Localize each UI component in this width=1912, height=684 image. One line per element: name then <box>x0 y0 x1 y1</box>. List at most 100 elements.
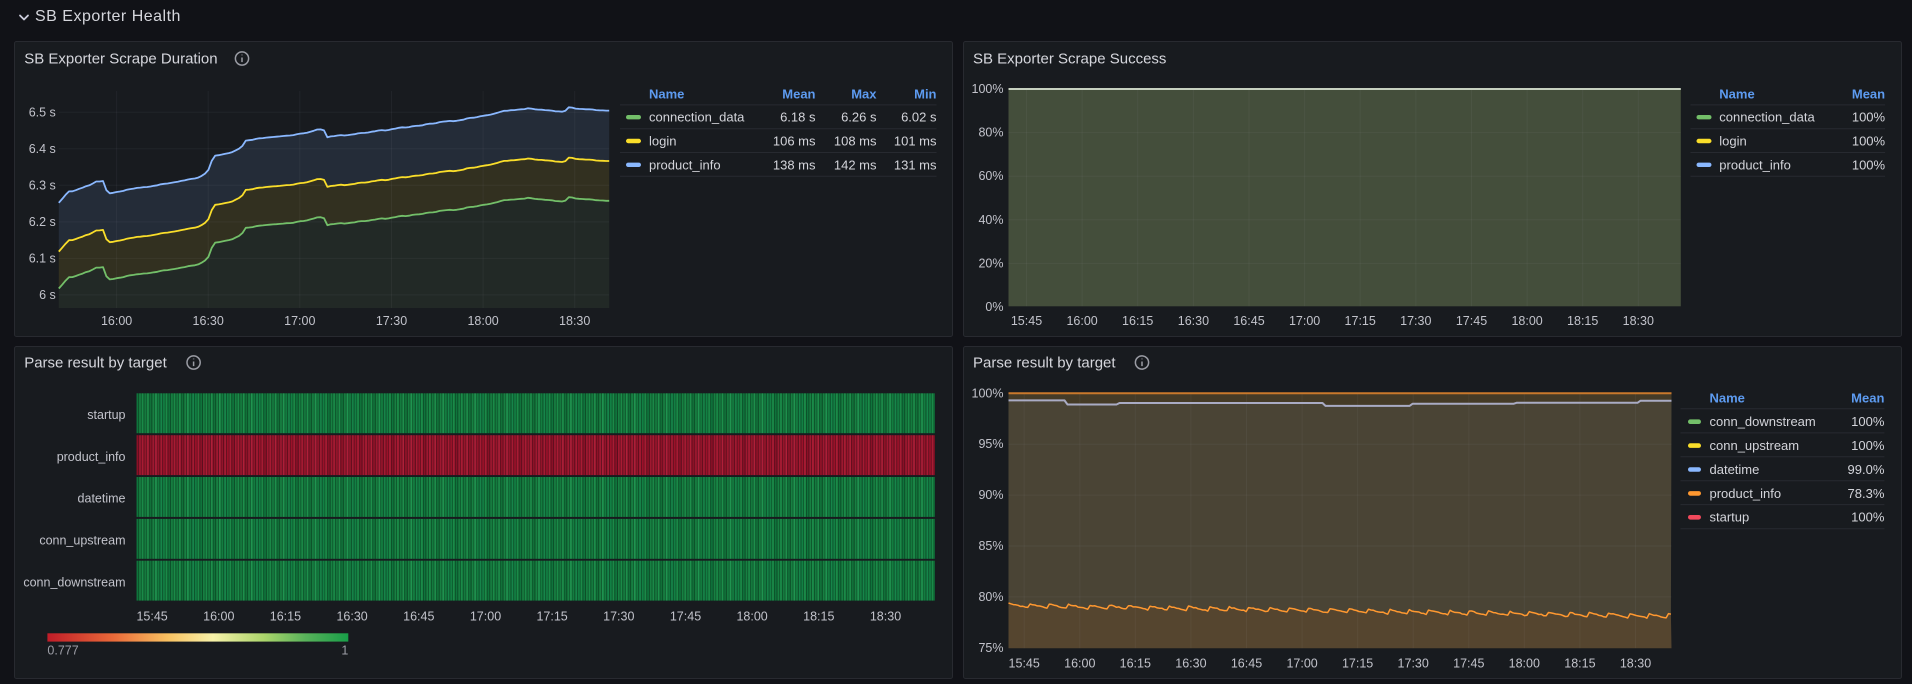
svg-text:15:45: 15:45 <box>136 610 167 624</box>
svg-text:17:15: 17:15 <box>1344 314 1375 328</box>
svg-text:6.2 s: 6.2 s <box>29 215 56 229</box>
svg-text:17:30: 17:30 <box>1397 657 1428 671</box>
svg-text:17:00: 17:00 <box>470 610 501 624</box>
svg-text:108 ms: 108 ms <box>834 134 877 149</box>
svg-text:18:00: 18:00 <box>1511 314 1542 328</box>
svg-text:99.0%: 99.0% <box>1847 462 1884 477</box>
svg-text:Min: Min <box>914 87 936 102</box>
svg-text:Mean: Mean <box>1851 390 1884 405</box>
svg-text:80%: 80% <box>978 126 1003 140</box>
svg-text:conn_upstream: conn_upstream <box>39 534 125 548</box>
svg-text:conn_downstream: conn_downstream <box>23 575 125 589</box>
svg-text:18:15: 18:15 <box>1567 314 1598 328</box>
svg-text:17:45: 17:45 <box>1453 657 1484 671</box>
svg-text:18:30: 18:30 <box>1619 657 1650 671</box>
svg-text:18:00: 18:00 <box>736 610 767 624</box>
svg-text:16:15: 16:15 <box>1119 657 1150 671</box>
svg-text:0.777: 0.777 <box>47 644 78 658</box>
svg-text:16:15: 16:15 <box>270 610 301 624</box>
svg-text:6.5 s: 6.5 s <box>29 105 56 119</box>
svg-text:20%: 20% <box>978 256 1003 270</box>
svg-text:17:45: 17:45 <box>670 610 701 624</box>
svg-text:78.3%: 78.3% <box>1847 486 1884 501</box>
svg-text:15:45: 15:45 <box>1008 657 1039 671</box>
svg-text:product_info: product_info <box>57 450 126 464</box>
svg-text:106 ms: 106 ms <box>773 134 816 149</box>
svg-text:100%: 100% <box>1851 438 1885 453</box>
svg-text:90%: 90% <box>978 488 1003 502</box>
svg-text:16:30: 16:30 <box>1177 314 1208 328</box>
svg-text:6.26 s: 6.26 s <box>841 110 877 125</box>
svg-text:login: login <box>1719 134 1746 149</box>
svg-text:conn_upstream: conn_upstream <box>1709 438 1799 453</box>
svg-text:16:30: 16:30 <box>193 314 224 328</box>
svg-text:18:15: 18:15 <box>1564 657 1595 671</box>
svg-text:131 ms: 131 ms <box>894 157 937 172</box>
svg-text:connection_data: connection_data <box>1719 110 1815 125</box>
svg-text:1: 1 <box>341 644 348 658</box>
svg-text:17:30: 17:30 <box>603 610 634 624</box>
svg-text:17:15: 17:15 <box>536 610 567 624</box>
svg-text:101 ms: 101 ms <box>894 134 937 149</box>
svg-text:95%: 95% <box>978 437 1003 451</box>
svg-text:17:00: 17:00 <box>1288 314 1319 328</box>
svg-text:16:00: 16:00 <box>203 610 234 624</box>
svg-text:40%: 40% <box>978 213 1003 227</box>
svg-text:product_info: product_info <box>649 157 721 172</box>
svg-text:6 s: 6 s <box>39 288 56 302</box>
svg-text:Parse result by target: Parse result by target <box>24 355 167 372</box>
svg-text:datetime: datetime <box>78 492 126 506</box>
svg-text:startup: startup <box>87 408 125 422</box>
svg-text:SB Exporter Scrape Duration: SB Exporter Scrape Duration <box>24 51 217 68</box>
svg-text:15:45: 15:45 <box>1010 314 1041 328</box>
svg-text:16:00: 16:00 <box>1066 314 1097 328</box>
svg-text:18:30: 18:30 <box>1622 314 1653 328</box>
svg-text:datetime: datetime <box>1709 462 1759 477</box>
svg-text:Max: Max <box>851 87 877 102</box>
svg-text:16:45: 16:45 <box>1230 657 1261 671</box>
svg-text:6.4 s: 6.4 s <box>29 142 56 156</box>
svg-text:product_info: product_info <box>1719 157 1791 172</box>
svg-text:Mean: Mean <box>1851 87 1884 102</box>
svg-text:login: login <box>649 134 676 149</box>
svg-text:17:45: 17:45 <box>1455 314 1486 328</box>
svg-text:16:00: 16:00 <box>1064 657 1095 671</box>
svg-text:18:00: 18:00 <box>1508 657 1539 671</box>
svg-text:80%: 80% <box>978 590 1003 604</box>
svg-text:75%: 75% <box>978 641 1003 655</box>
svg-text:16:15: 16:15 <box>1122 314 1153 328</box>
svg-text:16:45: 16:45 <box>1233 314 1264 328</box>
svg-text:connection_data: connection_data <box>649 110 745 125</box>
svg-text:18:30: 18:30 <box>559 314 590 328</box>
svg-text:18:15: 18:15 <box>803 610 834 624</box>
svg-text:Name: Name <box>649 87 684 102</box>
svg-text:17:30: 17:30 <box>376 314 407 328</box>
svg-text:18:00: 18:00 <box>467 314 498 328</box>
svg-text:6.1 s: 6.1 s <box>29 251 56 265</box>
svg-text:60%: 60% <box>978 169 1003 183</box>
svg-text:17:00: 17:00 <box>284 314 315 328</box>
svg-text:17:30: 17:30 <box>1400 314 1431 328</box>
svg-text:6.3 s: 6.3 s <box>29 178 56 192</box>
svg-text:16:30: 16:30 <box>336 610 367 624</box>
svg-text:0%: 0% <box>985 300 1003 314</box>
svg-text:100%: 100% <box>1851 157 1885 172</box>
svg-text:6.02 s: 6.02 s <box>901 110 937 125</box>
svg-text:18:30: 18:30 <box>870 610 901 624</box>
svg-text:100%: 100% <box>971 82 1003 96</box>
svg-text:142 ms: 142 ms <box>834 157 877 172</box>
svg-text:Name: Name <box>1719 87 1754 102</box>
svg-text:17:00: 17:00 <box>1286 657 1317 671</box>
svg-text:16:45: 16:45 <box>403 610 434 624</box>
svg-text:138 ms: 138 ms <box>773 157 816 172</box>
svg-text:100%: 100% <box>1851 510 1885 525</box>
svg-text:100%: 100% <box>971 386 1003 400</box>
svg-text:startup: startup <box>1709 510 1749 525</box>
svg-text:100%: 100% <box>1851 414 1885 429</box>
svg-text:100%: 100% <box>1851 110 1885 125</box>
svg-text:conn_downstream: conn_downstream <box>1709 414 1815 429</box>
svg-text:Parse result by target: Parse result by target <box>973 355 1116 372</box>
svg-text:16:30: 16:30 <box>1175 657 1206 671</box>
svg-text:product_info: product_info <box>1709 486 1781 501</box>
svg-text:17:15: 17:15 <box>1341 657 1372 671</box>
